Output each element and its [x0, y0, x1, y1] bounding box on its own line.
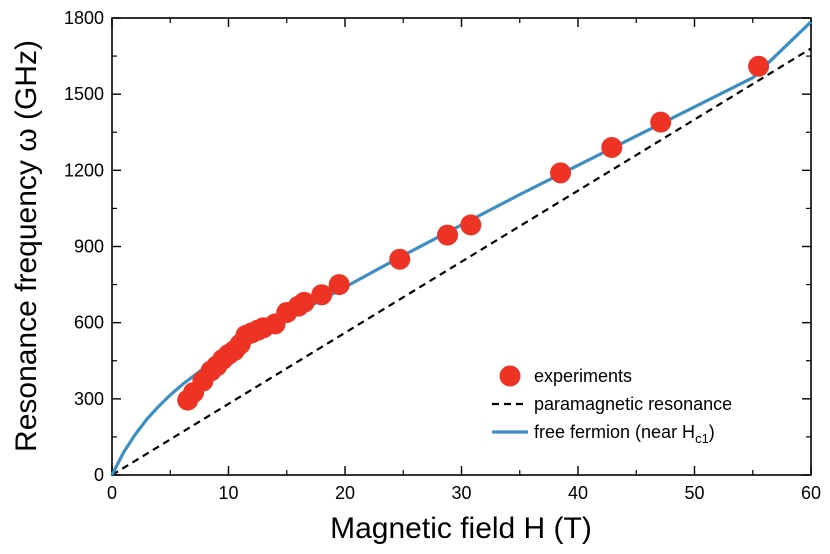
experiment-point	[328, 274, 350, 296]
y-tick-label: 0	[94, 465, 104, 485]
experiment-point	[460, 214, 482, 236]
legend-label: free fermion (near Hc1)	[534, 422, 715, 446]
paramagnetic-resonance-line	[111, 47, 812, 476]
experiment-point	[650, 111, 672, 133]
x-tick-label: 0	[107, 483, 117, 503]
y-tick-label: 1200	[64, 160, 104, 180]
y-tick-label: 900	[74, 237, 104, 257]
x-tick-label: 30	[451, 483, 471, 503]
experiment-point	[748, 55, 770, 77]
y-tick-label: 600	[74, 313, 104, 333]
experiment-point	[293, 291, 315, 313]
legend-label-subscript: c1	[695, 431, 709, 446]
x-tick-label: 10	[218, 483, 238, 503]
y-axis-title: Resonance frequency ω (GHz)	[10, 40, 43, 452]
experiment-point	[550, 162, 572, 184]
experiment-point	[437, 224, 459, 246]
x-tick-label: 60	[801, 483, 821, 503]
y-tick-label: 300	[74, 389, 104, 409]
y-tick-label: 1800	[64, 8, 104, 28]
x-tick-label: 20	[335, 483, 355, 503]
legend-label: experiments	[534, 366, 632, 386]
legend: experiments paramagnetic resonance free fe…	[492, 365, 732, 446]
legend-label-end: )	[709, 422, 715, 442]
x-tick-label: 40	[568, 483, 588, 503]
legend-label: paramagnetic resonance	[534, 394, 732, 414]
experiment-point	[601, 136, 623, 158]
experiment-point	[389, 248, 411, 270]
x-tick-label: 50	[684, 483, 704, 503]
legend-marker-experiments	[499, 365, 521, 387]
y-tick-label: 1500	[64, 84, 104, 104]
experiment-point	[311, 284, 333, 306]
x-axis-title: Magnetic field H (T)	[330, 512, 592, 545]
series-layer	[110, 20, 813, 476]
